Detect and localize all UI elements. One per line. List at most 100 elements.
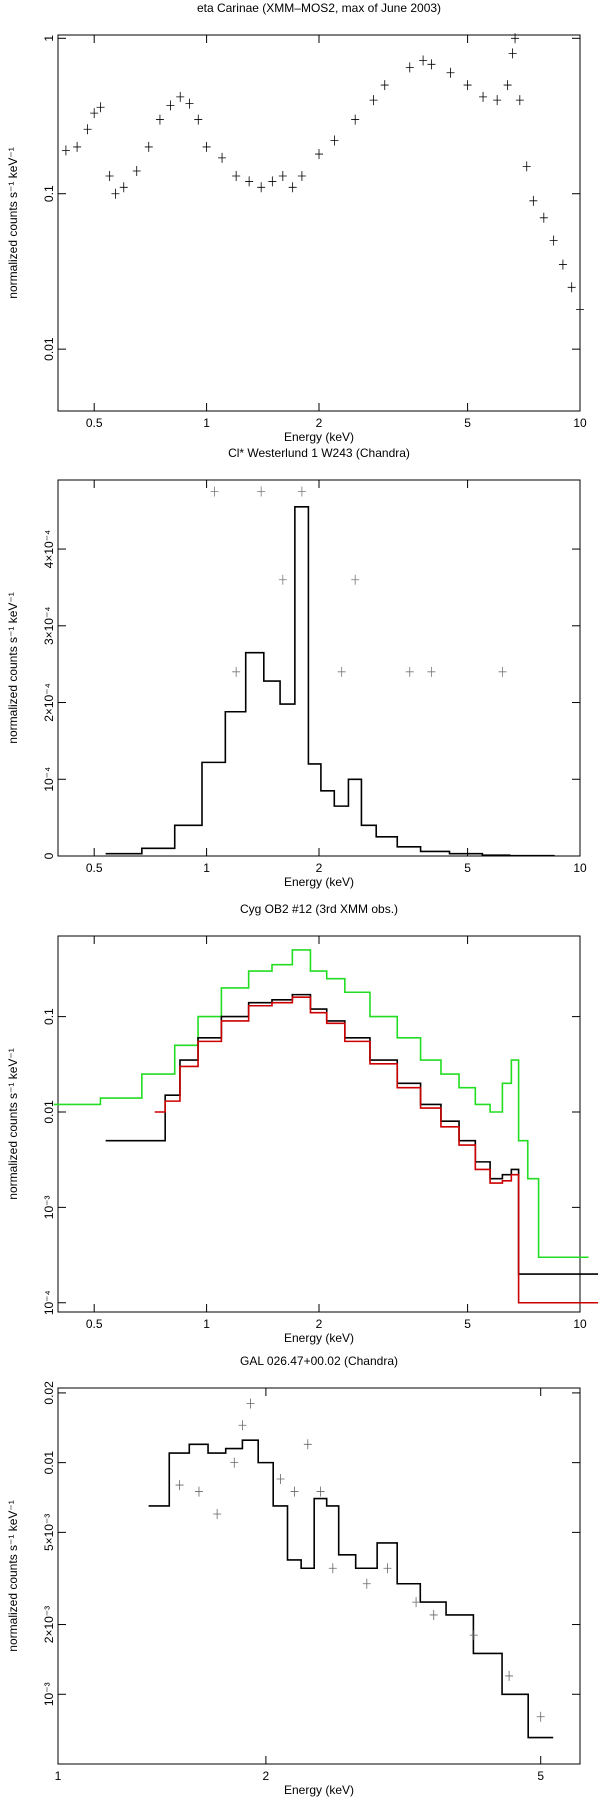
x-axis-label: Energy (keV): [284, 1331, 354, 1345]
data-point: [315, 149, 323, 160]
data-point: [218, 152, 227, 163]
data-point: [297, 171, 306, 182]
data-point: [257, 486, 266, 497]
x-axis-label: Energy (keV): [284, 430, 354, 444]
plot-frame: [57, 1387, 581, 1765]
y-tick-label: 2×10⁻³: [42, 1606, 56, 1643]
data-point: [111, 188, 120, 199]
data-point: [288, 182, 297, 193]
data-point: [427, 666, 436, 677]
data-point: [337, 666, 346, 677]
data-point: [176, 91, 185, 102]
y-tick-label: 5×10⁻³: [42, 1514, 56, 1551]
data-point: [362, 1578, 371, 1589]
x-tick-label: 10: [573, 416, 587, 430]
y-tick-label: 0: [42, 852, 56, 859]
data-point: [119, 182, 128, 193]
x-tick-label: 5: [464, 416, 471, 430]
x-tick-label: 1: [55, 1769, 62, 1783]
model-step: [53, 949, 589, 1259]
y-tick-label: 0.01: [42, 1451, 56, 1475]
data-point: [328, 1563, 337, 1574]
data-point: [463, 80, 472, 91]
x-tick-label: 2: [263, 1769, 270, 1783]
x-tick-label: 0.5: [86, 861, 103, 875]
data-point: [567, 282, 576, 293]
data-point: [278, 171, 287, 182]
x-tick-label: 2: [316, 416, 323, 430]
y-tick-label: 0.01: [42, 1100, 56, 1124]
y-tick-label: 3×10⁻⁴: [42, 607, 56, 646]
data-point: [469, 1630, 478, 1641]
y-axis-label: normalized counts s⁻¹ keV⁻¹: [6, 1500, 20, 1651]
data-point: [238, 1420, 247, 1431]
data-point: [427, 59, 436, 70]
chart-title: eta Carinae (XMM–MOS2, max of June 2003): [197, 1, 441, 15]
data-point: [419, 55, 428, 66]
y-tick-label: 0.01: [42, 337, 56, 361]
data-point: [503, 80, 512, 91]
data-point: [351, 574, 360, 585]
data-point: [175, 1480, 184, 1491]
data-point: [61, 145, 70, 156]
chart-title: Cyg OB2 #12 (3rd XMM obs.): [240, 902, 398, 916]
y-tick-label: 10⁻⁴: [42, 1290, 56, 1315]
x-tick-label: 1: [203, 1317, 210, 1331]
data-point: [405, 666, 414, 677]
data-point: [529, 195, 538, 206]
data-point: [511, 33, 520, 44]
data-point: [508, 48, 517, 59]
data-point: [232, 666, 241, 677]
data-point: [380, 80, 389, 91]
model-step: [105, 506, 555, 857]
data-point: [446, 67, 455, 78]
data-point: [268, 176, 277, 187]
x-tick-label: 0.5: [86, 416, 103, 430]
y-axis-label: normalized counts s⁻¹ keV⁻¹: [6, 1048, 20, 1199]
data-point: [155, 114, 164, 125]
data-point: [232, 171, 241, 182]
plot-frame: [57, 935, 581, 1313]
data-point: [194, 1486, 203, 1497]
x-tick-label: 10: [573, 861, 587, 875]
data-point: [257, 182, 266, 193]
data-point: [90, 108, 99, 119]
x-tick-label: 2: [316, 861, 323, 875]
y-tick-label: 0.1: [42, 185, 56, 202]
data-point: [230, 1457, 239, 1468]
data-point: [210, 486, 219, 497]
y-tick-label: 10⁻³: [42, 1196, 56, 1220]
plot-frame: [57, 34, 581, 412]
model-step: [105, 993, 599, 1275]
data-point: [522, 161, 531, 172]
model-step: [154, 996, 599, 1304]
x-axis-label: Energy (keV): [284, 1783, 354, 1797]
data-point: [498, 666, 507, 677]
data-point: [194, 114, 203, 125]
x-tick-label: 10: [573, 1317, 587, 1331]
data-point: [202, 141, 211, 152]
data-point: [144, 141, 153, 152]
data-point: [405, 62, 414, 73]
y-axis-label: normalized counts s⁻¹ keV⁻¹: [6, 147, 20, 298]
data-point: [330, 135, 339, 146]
data-point: [479, 91, 488, 102]
data-point: [369, 95, 378, 106]
data-point: [383, 1563, 392, 1574]
x-tick-label: 1: [203, 861, 210, 875]
data-point: [493, 95, 502, 106]
data-point: [429, 1609, 438, 1620]
y-tick-label: 10⁻³: [42, 1682, 56, 1706]
data-point: [245, 176, 254, 187]
x-tick-label: 5: [537, 1769, 544, 1783]
data-point: [536, 1711, 545, 1722]
data-point: [515, 95, 524, 106]
data-point: [412, 1597, 421, 1608]
x-tick-label: 5: [464, 1317, 471, 1331]
y-axis-label: normalized counts s⁻¹ keV⁻¹: [6, 592, 20, 743]
y-tick-label: 1: [42, 35, 56, 42]
chart-title: Cl* Westerlund 1 W243 (Chandra): [228, 446, 410, 460]
data-point: [549, 235, 558, 246]
plot-frame: [57, 479, 581, 857]
